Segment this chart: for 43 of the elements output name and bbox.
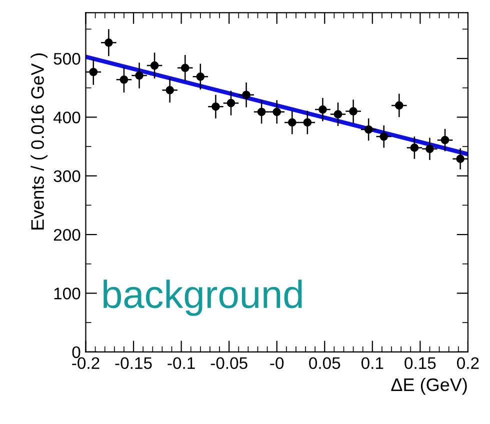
x-tick-label: -0 <box>270 357 284 370</box>
point <box>303 118 312 127</box>
point <box>334 110 342 118</box>
x-tick-label: 0.2 <box>457 357 479 370</box>
point <box>364 125 373 134</box>
y-tick-label: 400 <box>53 112 80 124</box>
point <box>456 154 464 164</box>
point <box>272 108 282 116</box>
point <box>150 61 159 70</box>
x-tick-label: -0.2 <box>72 357 100 370</box>
point <box>380 132 388 141</box>
x-axis-title: ΔE (GeV) <box>391 378 467 395</box>
x-tick-label: 0.1 <box>361 357 384 370</box>
point <box>226 98 236 108</box>
point <box>89 68 98 76</box>
point <box>288 118 296 127</box>
point <box>242 90 250 100</box>
y-tick-label: 0 <box>72 346 80 358</box>
point <box>426 144 434 154</box>
point <box>349 107 358 116</box>
point <box>180 64 190 72</box>
y-axis-title: Events / ( 0.016 GeV ) <box>30 53 48 230</box>
y-tick-label: 100 <box>54 288 80 300</box>
point <box>318 105 327 114</box>
point <box>410 144 419 152</box>
point <box>135 71 144 80</box>
x-tick-label: -0.05 <box>210 357 248 370</box>
annotation: background <box>104 280 302 316</box>
y-tick-label: 200 <box>54 228 80 241</box>
x-tick-label: 0.05 <box>309 357 340 370</box>
point <box>196 72 205 81</box>
x-tick-label: -0.15 <box>115 357 152 370</box>
point <box>104 38 113 47</box>
point <box>440 136 450 144</box>
point <box>120 75 128 84</box>
y-tick-label: 500 <box>54 52 80 65</box>
x-tick-label: -0.1 <box>168 357 195 370</box>
point <box>212 102 220 111</box>
point <box>257 108 266 116</box>
point <box>166 86 174 94</box>
x-tick-label: 0.15 <box>404 357 436 370</box>
y-tick-label: 300 <box>54 170 80 182</box>
point <box>394 101 404 110</box>
